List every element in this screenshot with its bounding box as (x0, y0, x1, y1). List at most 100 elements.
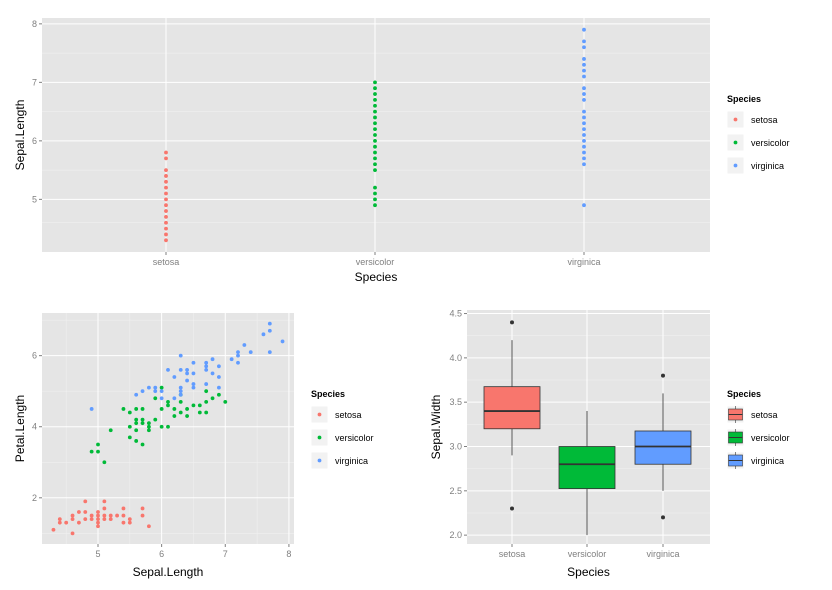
data-point-virginica (267, 350, 272, 354)
data-point-versicolor (185, 414, 189, 418)
data-point-versicolor (373, 162, 377, 167)
x-tick-label: versicolor (356, 257, 395, 267)
data-point-virginica (582, 92, 586, 96)
box-body (558, 446, 616, 490)
data-point-setosa (64, 520, 69, 525)
data-point-versicolor (373, 109, 377, 114)
data-point-virginica (582, 162, 586, 167)
x-tick-label: virginica (567, 257, 600, 267)
data-point-setosa (51, 527, 56, 532)
data-point-virginica (159, 389, 164, 394)
data-point-versicolor (153, 417, 158, 422)
data-point-virginica (236, 360, 240, 365)
data-point-virginica (261, 332, 266, 337)
data-point-setosa (164, 185, 168, 190)
data-point-versicolor (102, 460, 107, 465)
data-point-virginica (582, 133, 586, 137)
y-tick-label: 4 (32, 422, 37, 432)
data-point-virginica (134, 392, 139, 397)
data-point-versicolor (373, 156, 377, 161)
data-point-setosa (164, 150, 168, 155)
legend-label-virginica: virginica (335, 456, 368, 466)
data-point-virginica (204, 360, 209, 365)
data-point-versicolor (373, 133, 377, 137)
x-tick-label: setosa (499, 549, 526, 559)
data-point-virginica (204, 382, 209, 386)
data-point-setosa (164, 168, 168, 173)
outlier-point (661, 515, 665, 520)
data-point-setosa (164, 209, 168, 213)
outlier-point (510, 320, 514, 325)
y-tick-label: 7 (32, 77, 37, 87)
data-point-setosa (127, 517, 132, 522)
data-point-setosa (164, 179, 168, 184)
data-point-versicolor (140, 417, 145, 422)
data-point-virginica (172, 375, 177, 379)
data-point-virginica (178, 392, 183, 397)
data-point-setosa (83, 510, 88, 514)
data-point-virginica (582, 27, 586, 32)
x-tick-label: 6 (159, 549, 164, 559)
legend-title: Species (311, 389, 345, 399)
data-point-versicolor (373, 144, 377, 149)
data-point-versicolor (373, 80, 377, 85)
data-point-setosa (96, 517, 100, 522)
data-point-virginica (582, 138, 586, 143)
data-point-virginica (191, 382, 196, 386)
data-point-versicolor (147, 421, 151, 426)
y-axis-title: Petal.Length (13, 395, 27, 462)
legend-key-point (733, 117, 738, 122)
box-versicolor (558, 411, 616, 536)
data-point-setosa (108, 513, 113, 518)
legend-key-versicolor (310, 428, 329, 447)
data-point-setosa (164, 215, 168, 219)
y-tick-label: 4.5 (449, 309, 462, 319)
data-point-versicolor (127, 410, 132, 415)
box-body (634, 430, 692, 465)
data-point-versicolor (373, 168, 377, 173)
x-tick-label: virginica (646, 549, 679, 559)
legend-key-point (733, 140, 738, 145)
legend-title: Species (727, 94, 761, 104)
data-point-setosa (164, 191, 168, 196)
legend-label-virginica: virginica (751, 161, 784, 171)
data-point-versicolor (373, 203, 377, 208)
x-axis-title: Species (355, 270, 398, 284)
data-point-setosa (102, 517, 107, 522)
data-point-virginica (242, 343, 247, 347)
legend-label-versicolor: versicolor (751, 138, 790, 148)
data-point-versicolor (96, 442, 100, 447)
legend-label-virginica: virginica (751, 456, 784, 466)
data-point-versicolor (127, 424, 132, 429)
data-point-virginica (185, 367, 189, 372)
data-point-setosa (121, 513, 126, 518)
data-point-virginica (210, 371, 215, 376)
data-point-versicolor (147, 424, 151, 429)
legend-label-setosa: setosa (751, 115, 778, 125)
data-point-setosa (89, 517, 94, 522)
y-tick-label: 8 (32, 19, 37, 29)
data-point-versicolor (217, 392, 221, 397)
y-tick-label: 6 (32, 351, 37, 361)
data-point-virginica (191, 360, 196, 365)
legend-key-setosa (726, 405, 745, 424)
x-tick-label: 7 (223, 549, 228, 559)
legend-key-virginica (310, 451, 329, 470)
data-point-setosa (164, 232, 168, 237)
data-point-setosa (127, 520, 132, 525)
data-point-virginica (159, 396, 164, 401)
data-point-versicolor (373, 197, 377, 202)
legend-title: Species (727, 389, 761, 399)
data-point-versicolor (373, 103, 377, 108)
legend-label-versicolor: versicolor (751, 433, 790, 443)
data-point-virginica (582, 57, 586, 61)
data-point-versicolor (134, 417, 139, 422)
data-point-versicolor (134, 439, 139, 443)
data-point-versicolor (153, 396, 158, 401)
y-tick-label: 2.5 (449, 486, 462, 496)
data-point-virginica (229, 357, 234, 362)
data-point-versicolor (373, 127, 377, 132)
data-point-setosa (96, 520, 100, 525)
data-point-versicolor (178, 399, 183, 404)
data-point-virginica (191, 371, 196, 376)
